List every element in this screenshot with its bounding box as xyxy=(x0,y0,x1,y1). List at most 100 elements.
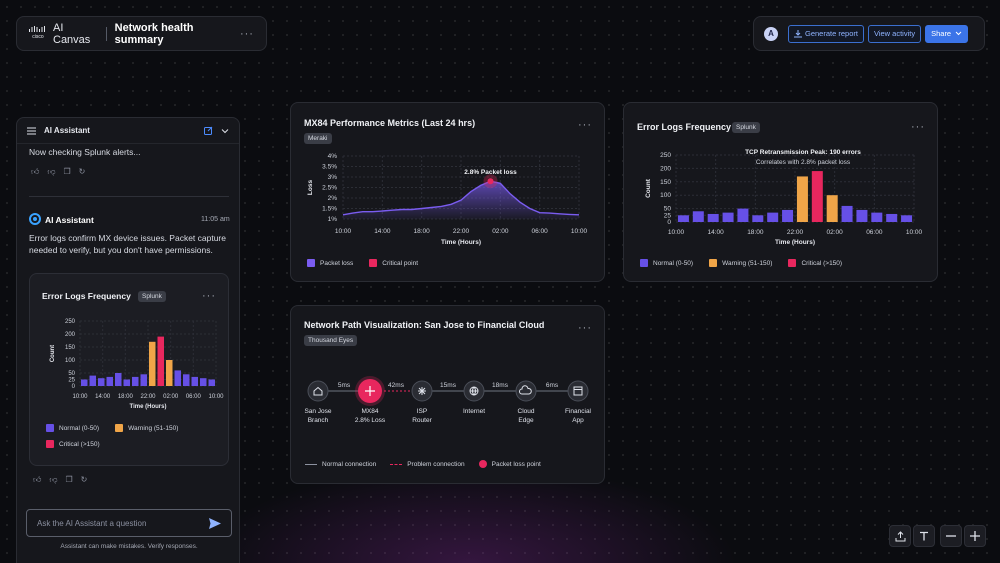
y-tick-label: 2.5% xyxy=(322,185,337,192)
text-tool-icon[interactable] xyxy=(913,525,935,547)
thumbs-up-icon[interactable]: 👍︎ xyxy=(33,475,42,484)
mx84-more-icon[interactable]: ··· xyxy=(578,119,592,131)
ai-assistant-panel: AI Assistant Now checking Splunk alerts.… xyxy=(16,117,240,563)
bar-normal xyxy=(140,374,147,386)
copy-icon[interactable]: ❐ xyxy=(65,475,73,484)
network-path-title: Network Path Visualization: San Jose to … xyxy=(304,320,545,330)
thumbs-down-icon[interactable]: 👎︎ xyxy=(47,167,56,176)
generate-report-button[interactable]: Generate report xyxy=(788,24,864,43)
bar-normal xyxy=(901,215,913,222)
copy-icon[interactable]: ❐ xyxy=(63,167,71,176)
x-tick-label: 18:00 xyxy=(118,394,134,400)
bar-normal xyxy=(886,213,898,222)
legend-warning: Warning (51-150) xyxy=(115,424,178,432)
y-tick-label: 0 xyxy=(72,384,76,390)
y-tick-label: 0 xyxy=(667,219,671,226)
x-tick-label: 10:00 xyxy=(571,228,588,235)
canvas-title-bar: cisco AI Canvas Network health summary ·… xyxy=(16,16,267,51)
refresh-icon[interactable]: ↻ xyxy=(78,167,86,176)
thumbs-down-icon[interactable]: 👎︎ xyxy=(49,475,58,484)
upload-icon xyxy=(895,530,905,541)
latency-label: 5ms xyxy=(338,382,351,389)
bar-normal xyxy=(208,379,215,386)
mx84-badge: Meraki xyxy=(304,133,332,144)
mx84-performance-card: MX84 Performance Metrics (Last 24 hrs) M… xyxy=(290,102,605,282)
bar-warning xyxy=(149,341,156,386)
y-tick-label: 1% xyxy=(328,216,338,223)
send-icon[interactable] xyxy=(209,517,221,529)
legend-warning-label: Warning (51-150) xyxy=(128,424,179,432)
chevron-down-icon[interactable] xyxy=(221,128,229,134)
thumbs-up-icon[interactable]: 👍︎ xyxy=(31,167,40,176)
legend-problem-connection: Problem connection xyxy=(390,461,465,468)
avatar[interactable]: A xyxy=(764,26,778,41)
assistant-message: Now checking Splunk alerts... xyxy=(29,147,141,157)
legend-critical-point-label: Critical point xyxy=(382,259,419,267)
bar-normal xyxy=(856,209,868,222)
x-tick-label: 14:00 xyxy=(95,394,111,400)
error-logs-more-icon[interactable]: ··· xyxy=(911,121,925,133)
bar-normal xyxy=(692,211,704,222)
latency-label: 18ms xyxy=(492,382,509,389)
y-axis-label: Count xyxy=(50,345,56,362)
bar-normal xyxy=(767,212,779,222)
title-separator xyxy=(105,26,107,41)
network-path-more-icon[interactable]: ··· xyxy=(578,322,592,334)
bar-normal xyxy=(737,208,749,222)
export-icon[interactable] xyxy=(889,525,911,547)
mx84-packet-loss-chart: 1% 1.5% 2% 2.5% 3% 3.5% 4% 10:00 14:00 18:00 22:00… xyxy=(307,153,588,246)
bar-normal xyxy=(200,378,207,386)
node-subtitle: Edge xyxy=(518,417,534,424)
bar-normal xyxy=(752,215,764,222)
download-icon xyxy=(794,29,802,37)
node-subtitle: 2.8% Loss xyxy=(355,417,386,424)
x-tick-label: 18:00 xyxy=(414,228,431,235)
mx84-legend: Packet loss Critical point xyxy=(307,259,418,267)
node-subtitle: App xyxy=(572,417,584,424)
x-tick-label: 06:00 xyxy=(866,229,883,236)
assistant-input[interactable]: Ask the AI Assistant a question xyxy=(26,509,232,537)
mini-card-more-icon[interactable]: ··· xyxy=(202,290,216,302)
message-feedback-row: 👍︎ 👎︎ ❐ ↻ xyxy=(31,167,85,177)
legend-normal-label: Normal (0-50) xyxy=(59,424,100,432)
y-axis-label: Count xyxy=(645,178,652,198)
x-tick-label: 10:00 xyxy=(906,229,923,236)
node-name: Financial xyxy=(565,408,592,415)
router-alert-icon xyxy=(365,386,375,396)
bar-normal xyxy=(106,376,113,386)
new-chat-icon[interactable] xyxy=(204,126,213,135)
x-tick-label: 14:00 xyxy=(708,229,725,236)
reply-timestamp: 11:05 am xyxy=(201,216,230,223)
mx84-card-title: MX84 Performance Metrics (Last 24 hrs) xyxy=(304,118,476,128)
view-activity-button[interactable]: View activity xyxy=(867,24,922,43)
network-path-legend: Normal connection Problem connection Pac… xyxy=(305,460,541,468)
menu-icon[interactable] xyxy=(27,127,36,135)
network-path-badge: Thousand Eyes xyxy=(304,335,358,346)
bar-normal xyxy=(191,376,198,386)
error-logs-legend: Normal (0-50) Warning (51-150) Critical … xyxy=(640,259,842,267)
bar-normal xyxy=(782,209,794,222)
zoom-out-icon[interactable] xyxy=(940,525,962,547)
assistant-disclaimer: Assistant can make mistakes. Verify resp… xyxy=(60,543,198,550)
zoom-in-icon[interactable] xyxy=(964,525,986,547)
legend-critical: Critical (>150) xyxy=(46,440,100,448)
legend-normal: Normal (0-50) xyxy=(640,259,693,267)
refresh-icon[interactable]: ↻ xyxy=(80,475,88,484)
network-path-diagram: 5ms 42ms 15ms 18ms 6ms San Jose Branch MX84 2.8%… xyxy=(304,376,592,424)
x-axis-label: Time (Hours) xyxy=(441,239,481,246)
node-name: San Jose xyxy=(304,408,331,415)
bar-normal xyxy=(841,205,853,222)
bar-normal xyxy=(677,215,689,222)
bar-warning xyxy=(166,360,173,386)
title-more-icon[interactable]: ··· xyxy=(239,27,254,40)
document-title[interactable]: Network health summary xyxy=(114,21,194,46)
bar-normal xyxy=(115,373,122,386)
mini-legend-top: Normal (0-50) Warning (51-150) xyxy=(46,424,178,432)
critical-point-label: 2.8% Packet loss xyxy=(464,169,517,176)
reply-feedback-row: 👍︎ 👎︎ ❐ ↻ xyxy=(33,475,87,485)
share-button[interactable]: Share xyxy=(925,24,969,43)
x-axis-label: Time (Hours) xyxy=(130,404,167,410)
x-tick-label: 02:00 xyxy=(492,228,509,235)
app-name: AI Canvas xyxy=(53,21,91,46)
legend-critical: Critical (>150) xyxy=(788,259,842,267)
